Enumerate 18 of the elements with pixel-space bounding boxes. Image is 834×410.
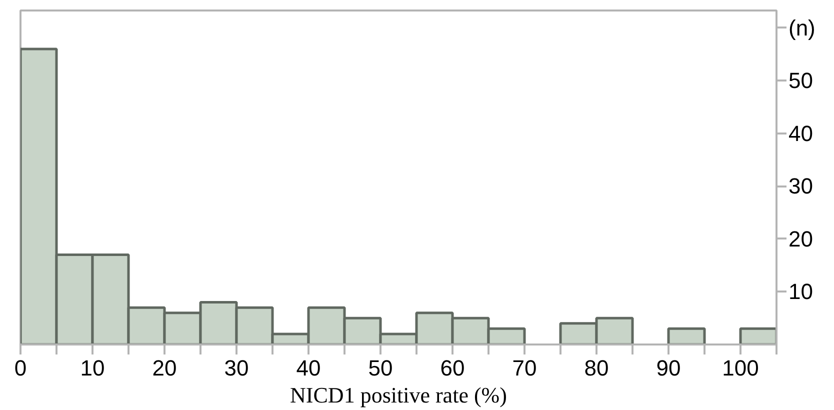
y-tick-label: 50 (788, 68, 813, 94)
x-tick-label: 40 (296, 356, 321, 380)
x-tick-label: 90 (656, 356, 681, 380)
y-tick-label: 40 (788, 120, 813, 146)
x-tick-label: 60 (440, 356, 465, 380)
y-tick-label: 10 (788, 279, 813, 304)
x-tick-label: 100 (722, 356, 759, 380)
y-tick-label: 30 (788, 174, 813, 199)
x-tick-label: 30 (224, 356, 249, 380)
y-tick-label: (n) (788, 15, 816, 40)
x-tick-label: 20 (152, 356, 177, 380)
x-tick-label: 0 (14, 356, 27, 380)
x-tick-label: 80 (584, 356, 609, 380)
x-tick-label: 50 (368, 356, 393, 380)
y-tick-label: 20 (788, 226, 813, 252)
x-tick-label: 10 (80, 356, 105, 380)
x-axis-title: NICD1 positive rate (%) (290, 382, 507, 408)
x-tick-label: 70 (512, 356, 537, 380)
